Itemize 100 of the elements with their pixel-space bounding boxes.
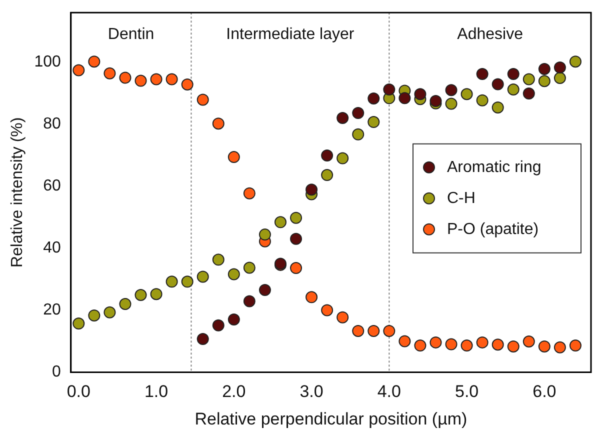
point [430, 94, 442, 107]
point [290, 232, 302, 245]
point [538, 75, 550, 88]
point [196, 270, 209, 283]
point [336, 112, 349, 124]
point [104, 67, 116, 80]
point [554, 72, 566, 84]
y-tick-label: 60 [43, 178, 61, 195]
point [522, 73, 535, 86]
point [228, 151, 240, 164]
point [476, 94, 488, 106]
point [181, 276, 194, 288]
point [181, 78, 194, 91]
point [243, 262, 256, 274]
point [569, 56, 582, 68]
point [196, 333, 209, 346]
x-tick-label: 3.0 [300, 382, 324, 402]
point [274, 216, 286, 228]
point [507, 83, 520, 96]
point [383, 83, 396, 96]
x-tick-label: 5.0 [454, 382, 479, 402]
point [538, 63, 550, 76]
point [290, 212, 302, 224]
y-tick-label: 0 [52, 364, 61, 381]
point [507, 68, 520, 80]
annotation: Dentin [108, 26, 154, 44]
x-tick-label: 2.0 [222, 382, 246, 402]
point [368, 116, 380, 128]
point [492, 101, 504, 114]
point [88, 56, 100, 68]
point [398, 92, 411, 104]
point [258, 284, 271, 296]
x-tick-label: 0.0 [66, 382, 90, 402]
point [72, 64, 85, 76]
x-axis-title: Relative perpendicular position (µm) [194, 409, 468, 428]
y-tick-label: 80 [43, 116, 61, 133]
point [306, 184, 318, 196]
point [538, 340, 550, 352]
point [336, 311, 349, 324]
point [290, 262, 302, 274]
y-axis-title: Relative intensity (%) [9, 117, 26, 268]
point [228, 314, 240, 326]
point [119, 72, 132, 84]
point [414, 88, 426, 100]
x-tick-label: 4.0 [377, 382, 401, 402]
point [228, 268, 240, 280]
point [212, 319, 224, 332]
point [522, 336, 535, 348]
point [321, 150, 334, 162]
point [414, 340, 426, 352]
point [104, 306, 116, 318]
point [212, 118, 224, 130]
point [352, 128, 364, 140]
point [150, 73, 162, 86]
point [134, 289, 147, 302]
point [507, 340, 520, 352]
legend-label: P-O (apatite) [447, 220, 539, 238]
point [212, 254, 224, 266]
y-tick-label: 40 [43, 240, 61, 257]
point [166, 276, 178, 288]
point [119, 298, 132, 310]
point [383, 324, 396, 337]
point [445, 84, 458, 96]
annotation: Adhesive [457, 26, 524, 44]
point [492, 338, 504, 351]
point [150, 288, 162, 300]
point [243, 295, 256, 308]
point [321, 169, 334, 182]
point [445, 98, 458, 110]
point [476, 68, 488, 80]
x-tick-label: 6.0 [532, 382, 556, 402]
x-tick-label: 1.0 [144, 382, 168, 402]
point [554, 341, 566, 354]
point [368, 324, 380, 337]
point [398, 335, 411, 348]
point [476, 336, 488, 348]
legend-label: Aromatic ring [447, 158, 542, 176]
point [554, 61, 566, 74]
point [445, 338, 458, 350]
point [72, 318, 85, 330]
point [368, 92, 380, 104]
point [352, 324, 364, 337]
point [430, 336, 442, 348]
legend-label: C-H [447, 190, 476, 207]
y-tick-label: 100 [34, 54, 61, 71]
point [88, 309, 100, 322]
point [460, 88, 473, 100]
point [243, 187, 256, 200]
point [321, 304, 334, 316]
point [336, 152, 349, 164]
annotation: Intermediate layer [226, 26, 355, 44]
point [134, 74, 147, 87]
point [460, 340, 473, 352]
point [569, 340, 582, 352]
point [166, 73, 178, 86]
point [258, 228, 271, 241]
point [196, 94, 209, 106]
point [306, 291, 318, 304]
point [352, 107, 364, 120]
point [492, 78, 504, 90]
